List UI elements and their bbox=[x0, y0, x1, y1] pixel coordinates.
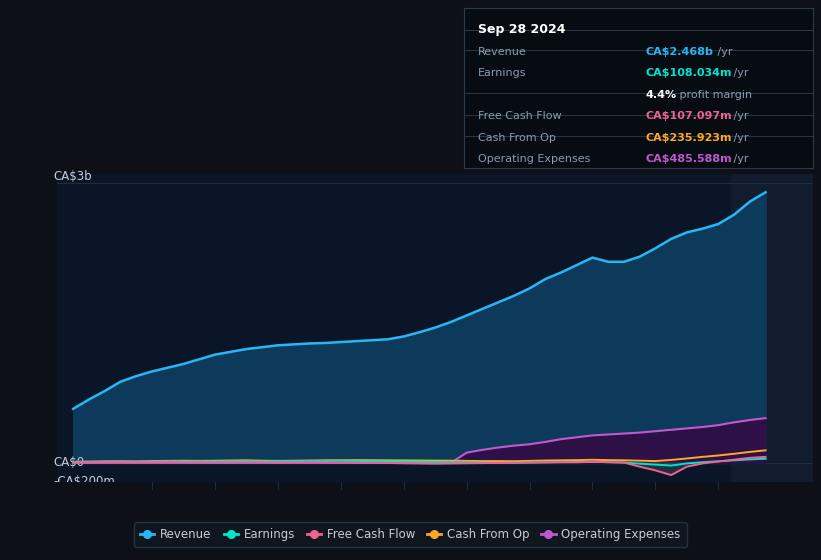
Text: CA$107.097m: CA$107.097m bbox=[645, 111, 732, 122]
Text: Revenue: Revenue bbox=[478, 46, 526, 57]
Text: Cash From Op: Cash From Op bbox=[478, 133, 556, 143]
Text: CA$2.468b: CA$2.468b bbox=[645, 46, 713, 57]
Text: CA$485.588m: CA$485.588m bbox=[645, 155, 732, 165]
Text: /yr: /yr bbox=[730, 111, 748, 122]
Text: Earnings: Earnings bbox=[478, 68, 526, 78]
Text: CA$108.034m: CA$108.034m bbox=[645, 68, 732, 78]
Bar bbox=[731, 174, 813, 482]
Text: Sep 28 2024: Sep 28 2024 bbox=[478, 23, 566, 36]
Text: /yr: /yr bbox=[730, 68, 748, 78]
Text: /yr: /yr bbox=[730, 133, 748, 143]
Text: profit margin: profit margin bbox=[676, 90, 752, 100]
Text: /yr: /yr bbox=[730, 155, 748, 165]
Text: Operating Expenses: Operating Expenses bbox=[478, 155, 590, 165]
Text: CA$235.923m: CA$235.923m bbox=[645, 133, 732, 143]
Legend: Revenue, Earnings, Free Cash Flow, Cash From Op, Operating Expenses: Revenue, Earnings, Free Cash Flow, Cash … bbox=[135, 522, 686, 547]
Text: Free Cash Flow: Free Cash Flow bbox=[478, 111, 562, 122]
Text: CA$0: CA$0 bbox=[53, 456, 85, 469]
Text: -CA$200m: -CA$200m bbox=[53, 475, 116, 488]
Text: /yr: /yr bbox=[714, 46, 733, 57]
Text: CA$3b: CA$3b bbox=[53, 170, 92, 183]
Text: 4.4%: 4.4% bbox=[645, 90, 677, 100]
